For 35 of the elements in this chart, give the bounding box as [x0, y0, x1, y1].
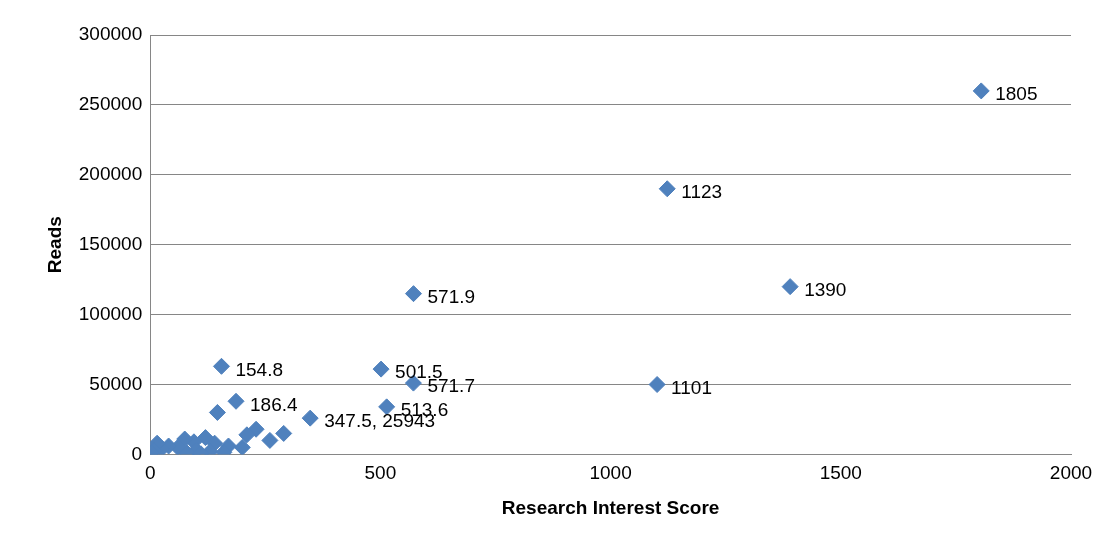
annotation: 1101 [671, 376, 712, 398]
point [212, 357, 230, 375]
point [781, 278, 799, 296]
annotation: 1123 [681, 181, 723, 203]
x-tick-label: 500 [364, 462, 397, 484]
point [227, 392, 245, 410]
point [301, 409, 319, 427]
y-tick-label: 300000 [78, 23, 143, 45]
annotation: 154.8 [235, 358, 284, 380]
y-tick-label: 50000 [89, 372, 143, 394]
y-tick-label: 200000 [78, 163, 143, 185]
x-tick-label: 2000 [1049, 462, 1093, 484]
point [238, 426, 256, 444]
point [658, 180, 676, 198]
y-tick-label: 150000 [78, 232, 143, 254]
point [972, 82, 990, 100]
annotation: 1390 [804, 278, 847, 300]
point [648, 376, 666, 393]
y-tick-label: 250000 [78, 93, 143, 115]
point [233, 438, 251, 455]
x-axis-title: Research Interest Score [501, 496, 720, 518]
point [378, 398, 396, 416]
point [275, 424, 293, 442]
annotation: 186.4 [250, 393, 298, 415]
y-tick-label: 100000 [78, 302, 143, 324]
x-tick-label: 1000 [589, 462, 632, 484]
y-axis-title: Reads [43, 216, 65, 274]
point [261, 431, 279, 449]
point [372, 360, 390, 378]
annotation: 571.9 [427, 285, 476, 307]
y-tick-label: 0 [131, 442, 143, 464]
x-tick-label: 1500 [819, 462, 862, 484]
point [405, 285, 422, 303]
annotation: 1805 [995, 83, 1038, 105]
point [208, 403, 226, 421]
